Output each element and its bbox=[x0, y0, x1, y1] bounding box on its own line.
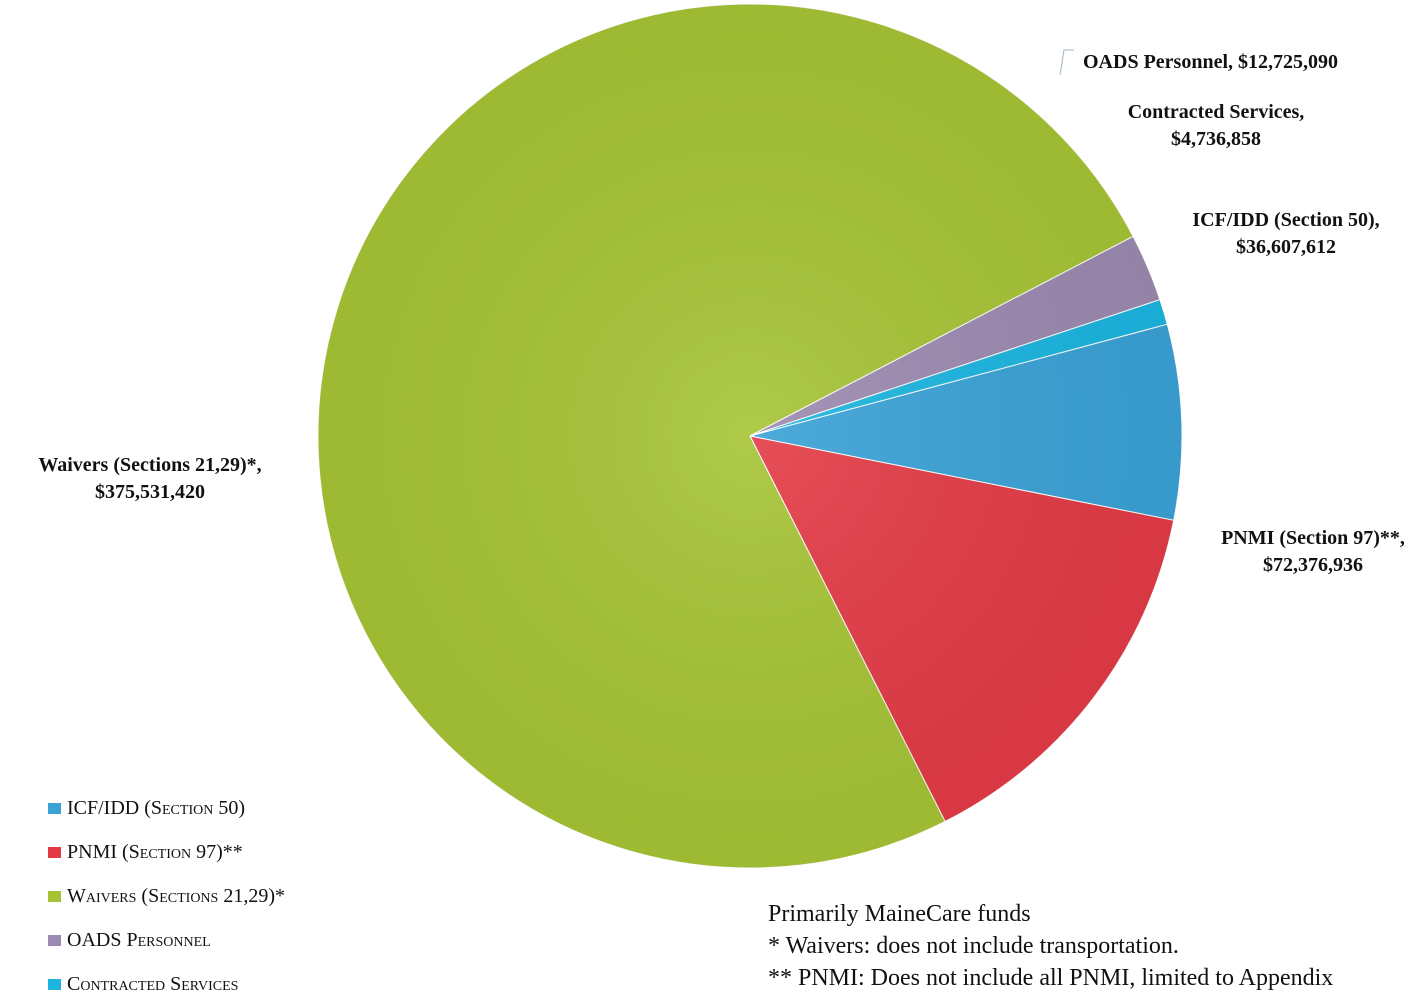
icf-callout: ICF/IDD (Section 50), $36,607,612 bbox=[1168, 207, 1404, 261]
waivers-callout-name: Waivers (Sections 21,29)*, bbox=[38, 454, 262, 476]
legend-swatch-icf bbox=[48, 802, 61, 814]
legend-swatch-contracted bbox=[48, 978, 61, 990]
waivers-callout: Waivers (Sections 21,29)*, $375,531,420 bbox=[14, 452, 286, 506]
chart-footnotes: Primarily MaineCare funds * Waivers: doe… bbox=[768, 898, 1333, 994]
chart-legend: ICF/IDD (Section 50) PNMI (Section 97)**… bbox=[48, 786, 285, 1006]
contracted-callout-value: $4,736,858 bbox=[1171, 128, 1261, 150]
footnote-waivers: * Waivers: does not include transportati… bbox=[768, 933, 1179, 959]
legend-swatch-pnmi bbox=[48, 846, 61, 858]
legend-label-oads: OADS Personnel bbox=[67, 928, 211, 951]
legend-label-waivers: Waivers (Sections 21,29)* bbox=[67, 884, 285, 907]
legend-label-pnmi: PNMI (Section 97)** bbox=[67, 840, 243, 863]
pnmi-callout-name: PNMI (Section 97)**, bbox=[1221, 527, 1405, 549]
legend-item-oads: OADS Personnel bbox=[48, 918, 285, 962]
waivers-callout-value: $375,531,420 bbox=[95, 481, 205, 503]
footnote-pnmi: ** PNMI: Does not include all PNMI, limi… bbox=[768, 965, 1334, 991]
oads-callout-text: OADS Personnel, $12,725,090 bbox=[1083, 51, 1338, 73]
legend-item-waivers: Waivers (Sections 21,29)* bbox=[48, 874, 285, 918]
icf-callout-name: ICF/IDD (Section 50), bbox=[1192, 209, 1380, 231]
oads-leader-line bbox=[1059, 49, 1074, 76]
legend-item-pnmi: PNMI (Section 97)** bbox=[48, 830, 285, 874]
legend-item-contracted: Contracted Services bbox=[48, 962, 285, 1006]
icf-callout-value: $36,607,612 bbox=[1236, 236, 1336, 258]
oads-callout: OADS Personnel, $12,725,090 bbox=[1083, 49, 1338, 76]
legend-label-contracted: Contracted Services bbox=[67, 972, 239, 995]
legend-label-icf: ICF/IDD (Section 50) bbox=[67, 796, 245, 819]
legend-item-icf: ICF/IDD (Section 50) bbox=[48, 786, 285, 830]
legend-swatch-oads bbox=[48, 934, 61, 946]
legend-swatch-waivers bbox=[48, 890, 61, 902]
pnmi-callout: PNMI (Section 97)**, $72,376,936 bbox=[1195, 525, 1427, 579]
contracted-callout: Contracted Services, $4,736,858 bbox=[1103, 99, 1329, 153]
footnote-funds: Primarily MaineCare funds bbox=[768, 901, 1031, 927]
contracted-callout-name: Contracted Services, bbox=[1127, 101, 1305, 123]
pnmi-callout-value: $72,376,936 bbox=[1263, 554, 1363, 576]
